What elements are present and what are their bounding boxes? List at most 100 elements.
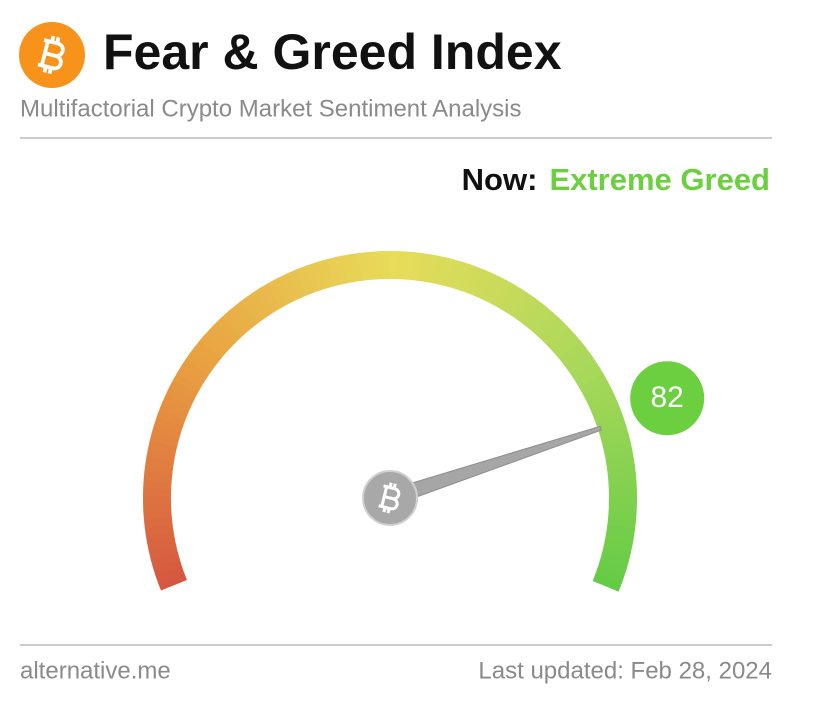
gauge-arc-segment <box>473 269 493 299</box>
gauge-arc-segment <box>579 373 608 395</box>
gauge-arc-segment <box>143 487 172 497</box>
gauge-arc-segment <box>554 334 582 360</box>
gauge-arc-segment <box>381 251 392 280</box>
gauge-arc-segment <box>608 496 637 506</box>
gauge-arc-segment <box>603 539 633 554</box>
gauge-arc-segment <box>522 301 548 329</box>
gauge-arc-segment <box>585 387 615 408</box>
gauge-arc-segment <box>480 272 500 302</box>
gauge-arc-segment <box>604 532 635 546</box>
gauge-arc-segment <box>373 251 384 280</box>
gauge-arc-segment <box>591 402 622 421</box>
logo <box>19 22 85 88</box>
gauge-arc-segment <box>143 495 172 505</box>
gauge-arc-segment <box>544 322 571 349</box>
gauge-arc-segment <box>446 259 463 289</box>
gauge-arc-segment <box>601 546 631 562</box>
gauge-arc-segment <box>246 291 270 320</box>
gauge-arc-segment <box>162 393 192 414</box>
gauge-arc-segment <box>592 573 622 592</box>
gauge-arc-segment <box>185 352 214 376</box>
gauge-arc-segment <box>602 440 633 456</box>
gauge-arc-segment <box>310 261 328 291</box>
gauge-arc-segment <box>486 276 508 306</box>
gauge-arc-segment <box>165 386 195 407</box>
gauge-arc-segment <box>390 251 400 280</box>
gauge-arc-segment <box>582 380 612 402</box>
gauge-arc-segment <box>558 340 587 365</box>
gauge-arc-segment <box>156 408 186 427</box>
gauge-arc-segment <box>607 472 637 484</box>
gauge-arc-segment <box>608 488 637 498</box>
gauge-arc-segment <box>260 283 282 312</box>
gauge-arc-segment <box>596 417 627 435</box>
gauge-arc-segment <box>176 365 206 388</box>
gauge-arc-segment <box>549 328 576 354</box>
gauge-arc-segment <box>511 292 535 321</box>
gauge-arc-segment <box>149 431 180 447</box>
gauge-arc-segment <box>365 251 377 281</box>
gauge-arc-segment <box>606 524 636 538</box>
gauge-arc-segment <box>418 253 432 283</box>
gauge-arc-segment <box>575 366 604 389</box>
gauge-arc-segment <box>215 316 242 343</box>
gauge-arc-segment <box>492 279 515 309</box>
gauge-arc-segment <box>571 359 600 383</box>
value-label: 82 <box>651 381 684 414</box>
gauge-arc-segment <box>150 551 180 568</box>
gauge-arc-segment <box>601 432 631 449</box>
gauge-arc-segment <box>505 287 528 317</box>
gauge-arc-segment <box>432 255 448 285</box>
value-badge <box>630 361 705 436</box>
gauge-arc-segment <box>210 321 237 348</box>
gauge-arc-segment <box>288 269 308 299</box>
gauge-arc-segment <box>599 424 629 442</box>
gauge-arc-segment <box>159 401 189 420</box>
gauge-arc-segment <box>169 379 198 401</box>
gauge-arc-segment <box>204 327 232 353</box>
subtitle: Multifactorial Crypto Market Sentiment A… <box>20 95 522 122</box>
gauge-arc-segment <box>528 306 554 334</box>
gauge-arc-segment <box>227 305 253 333</box>
gauge-arc-segment <box>563 346 591 371</box>
gauge-arc-segment <box>597 559 627 577</box>
gauge-arc-segment <box>334 255 349 285</box>
gauge-arc-segment <box>533 311 560 339</box>
gauge-arc-segment <box>199 333 227 359</box>
needle <box>386 425 603 507</box>
gauge-arc-segment <box>425 254 440 284</box>
gauge: 82 <box>143 251 705 592</box>
gauge-arc-segment <box>567 353 596 377</box>
gauge-arc-segment <box>172 372 202 394</box>
gauge-arc-segment <box>608 503 637 514</box>
gauge-arc-segment <box>180 358 210 382</box>
gauge-arc-segment <box>326 257 342 287</box>
gauge-arc-segment <box>194 339 222 364</box>
gauge-arc-segment <box>148 439 178 454</box>
gauge-arc-segment <box>318 259 335 289</box>
gauge-arc-segment <box>595 566 625 585</box>
gauge-arc-segment <box>147 537 177 553</box>
gauge-arc-segment <box>266 279 289 309</box>
gauge-arc-segment <box>157 572 187 591</box>
gauge-arc-segment <box>146 447 176 461</box>
gauge-arc-segment <box>253 287 276 316</box>
gauge-arc-segment <box>499 283 521 313</box>
gauge-arc-segment <box>295 266 315 296</box>
gauge-arc-segment <box>303 263 321 293</box>
gauge-arc-segment <box>152 558 183 576</box>
gauge-arc-segment <box>233 300 259 329</box>
gauge-arc-segment <box>148 544 179 560</box>
gauge-arc-segment <box>589 394 619 415</box>
updated: Last updated: Feb 28, 2024 <box>478 657 772 684</box>
gauge-arc-segment <box>466 266 486 296</box>
gauge-arc-segment <box>221 310 247 338</box>
source: alternative.me <box>20 657 171 684</box>
title: Fear & Greed Index <box>103 24 562 80</box>
gauge-arc-segment <box>155 565 185 584</box>
gauge-arc-segment <box>460 263 478 294</box>
gauge-arc-segment <box>517 296 541 325</box>
gauge-arc-segment <box>154 416 184 434</box>
status-prefix: Now: <box>462 162 538 197</box>
